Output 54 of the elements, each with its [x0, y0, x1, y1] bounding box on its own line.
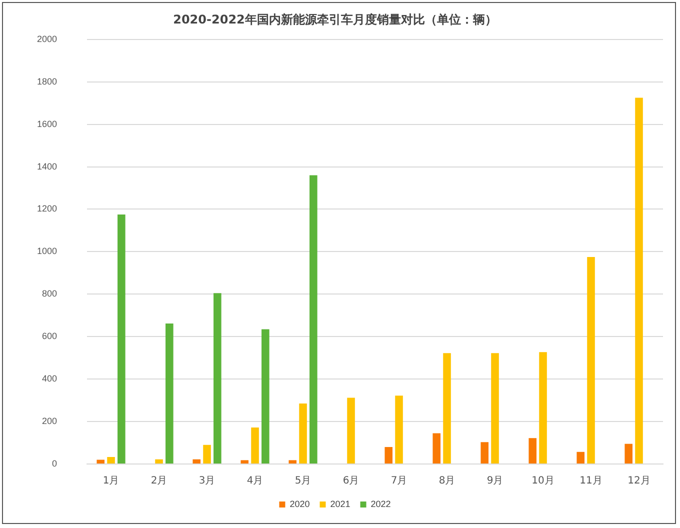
y-tick-label: 400	[42, 374, 58, 384]
y-tick-label: 800	[42, 288, 58, 299]
bar	[576, 452, 585, 464]
y-tick-label: 0	[52, 458, 58, 468]
bar	[299, 403, 307, 464]
bar	[118, 214, 126, 464]
legend-label: 2020	[290, 498, 310, 509]
x-tick-label: 5月	[294, 476, 312, 487]
bar	[635, 98, 643, 464]
bar	[443, 353, 451, 464]
bar	[395, 396, 403, 464]
x-tick-label: 3月	[198, 476, 216, 487]
bar	[192, 459, 201, 464]
bar	[203, 444, 211, 464]
bar	[251, 427, 259, 464]
bar	[528, 438, 537, 464]
y-tick-label: 1000	[36, 246, 58, 256]
bar	[262, 329, 270, 464]
x-tick-label: 4月	[246, 476, 264, 487]
y-tick-label: 1200	[36, 204, 58, 214]
bar	[107, 456, 115, 464]
legend-label: 2022	[370, 498, 391, 509]
y-tick-label: 1400	[36, 161, 58, 172]
bar	[240, 460, 249, 464]
bar	[491, 353, 499, 464]
bar	[310, 175, 318, 464]
bar	[624, 444, 632, 464]
y-tick-label: 200	[42, 416, 58, 426]
y-tick-label: 2000	[36, 34, 58, 44]
chart-title: 2020-2022年国内新能源牵引车月度销量对比（单位：辆）	[173, 12, 497, 26]
bar	[166, 323, 174, 464]
x-tick-label: 7月	[390, 476, 408, 487]
y-tick-label: 1600	[36, 118, 58, 129]
bar	[384, 447, 393, 464]
bar	[96, 460, 105, 464]
x-tick-label: 2月	[150, 476, 168, 487]
bar	[214, 293, 222, 464]
x-tick-label: 11月	[580, 476, 602, 487]
bar	[432, 433, 441, 464]
legend-label: 2021	[330, 498, 350, 509]
x-tick-label: 8月	[438, 476, 456, 487]
bar	[480, 442, 489, 464]
x-tick-label: 1月	[102, 476, 120, 487]
x-tick-label: 12月	[628, 476, 650, 487]
bar	[288, 460, 297, 464]
bar	[587, 257, 595, 464]
x-tick-label: 6月	[342, 476, 360, 487]
bar	[347, 398, 355, 464]
bar	[539, 352, 547, 464]
y-tick-label: 1800	[36, 76, 58, 86]
x-tick-label: 10月	[532, 476, 554, 487]
bar	[155, 459, 163, 464]
y-tick-label: 600	[42, 331, 58, 342]
x-tick-label: 9月	[486, 476, 504, 487]
